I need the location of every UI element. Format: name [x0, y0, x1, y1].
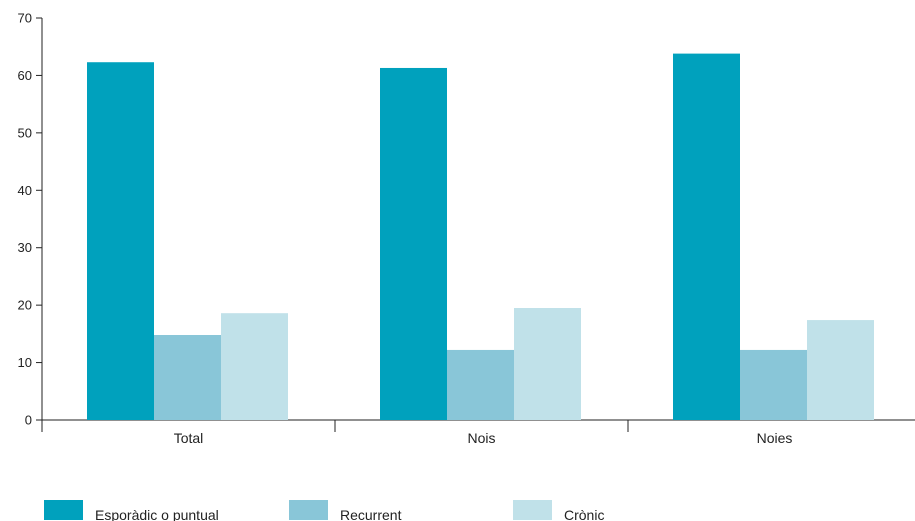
legend-label: Recurrent	[340, 507, 402, 521]
y-tick-label: 0	[25, 413, 32, 428]
chart-bars	[87, 53, 874, 420]
legend-swatch	[513, 500, 552, 520]
bar	[514, 308, 581, 420]
bar	[673, 53, 740, 420]
legend-item: Recurrent	[289, 500, 402, 521]
legend-item: Crònic	[513, 500, 604, 521]
legend-swatch	[44, 500, 83, 520]
chart-category-labels: Total Nois Noies	[174, 430, 793, 446]
bar	[447, 349, 514, 420]
y-tick-label: 40	[18, 183, 32, 198]
x-category-label: Total	[174, 430, 204, 446]
bar	[380, 67, 447, 420]
legend-swatch	[289, 500, 328, 520]
chart-legend: Esporàdic o puntual Recurrent Crònic	[44, 500, 604, 521]
bar	[221, 313, 288, 420]
bar	[807, 320, 874, 420]
y-tick-label: 30	[18, 240, 32, 255]
x-category-label: Nois	[467, 430, 495, 446]
y-tick-label: 50	[18, 125, 32, 140]
y-tick-label: 20	[18, 298, 32, 313]
bar	[87, 62, 154, 420]
bar	[740, 349, 807, 420]
bar	[154, 335, 221, 420]
legend-label: Esporàdic o puntual	[95, 507, 219, 521]
y-tick-label: 60	[18, 68, 32, 83]
legend-item: Esporàdic o puntual	[44, 500, 219, 521]
y-tick-label: 70	[18, 11, 32, 26]
y-tick-label: 10	[18, 355, 32, 370]
x-category-label: Noies	[757, 430, 793, 446]
legend-label: Crònic	[564, 507, 604, 521]
